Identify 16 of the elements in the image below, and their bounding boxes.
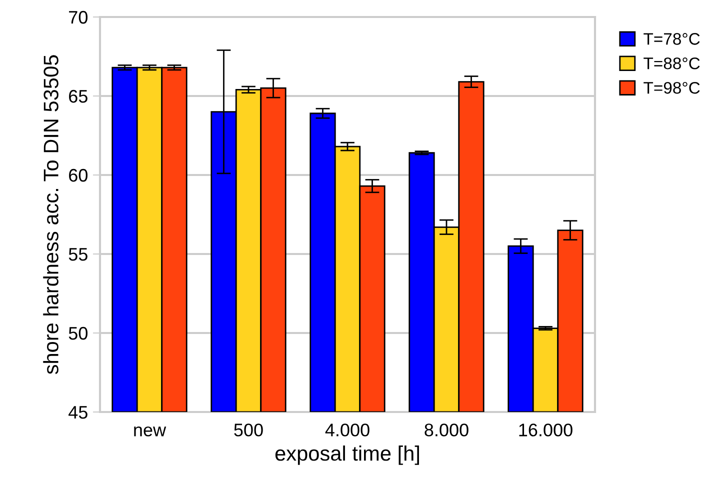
x-tick-label: 8.000 (424, 424, 468, 436)
legend-label: T=78°C (644, 33, 700, 45)
x-tick-label: 16.000 (519, 424, 572, 436)
y-axis-title: shore hardness acc. To DIN 53505 (43, 55, 58, 374)
y-tick-label: 55 (68, 248, 88, 261)
legend-label: T=88°C (644, 57, 700, 70)
x-axis-title: exposal time [h] (275, 446, 419, 465)
y-tick-label: 70 (69, 10, 88, 24)
y-tick-label: 65 (69, 90, 88, 103)
y-tick-label: 60 (69, 168, 88, 182)
y-tick-label: 50 (68, 326, 88, 340)
x-tick-label: 500 (234, 424, 263, 436)
y-tick-label: 45 (68, 406, 88, 419)
x-tick-label: new (134, 426, 166, 436)
x-tick-label: 4.000 (325, 424, 370, 436)
legend-label: T=98°C (644, 82, 700, 94)
